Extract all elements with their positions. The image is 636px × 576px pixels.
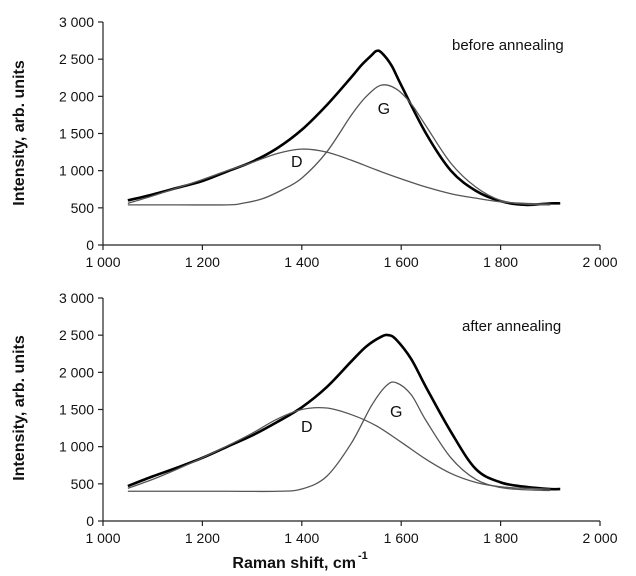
x-tick-label: 1 600 xyxy=(384,254,419,270)
y-axis-label-top: Intensity, arb. units xyxy=(11,60,28,206)
x-axis-label: Raman shift, cm xyxy=(232,555,356,572)
y-tick-label: 2 000 xyxy=(59,88,94,104)
x-tick-label: 1 000 xyxy=(85,530,120,546)
y-tick-label: 500 xyxy=(71,476,95,492)
measured-spectrum-line xyxy=(127,49,561,207)
x-tick-label: 1 400 xyxy=(284,254,319,270)
peak-label-g: G xyxy=(390,404,402,421)
y-tick-label: 3 000 xyxy=(59,290,94,306)
panel-after-annealing: 0 500 1 000 1 500 2 000 2 500 3 000 1 000 1 200 1… xyxy=(59,290,618,546)
x-tick-label: 1 000 xyxy=(85,254,120,270)
x-tick-label: 1 800 xyxy=(483,530,518,546)
x-tick-label: 1 400 xyxy=(284,530,319,546)
x-axis-label-superscript: -1 xyxy=(358,550,368,562)
x-tick-label: 1 600 xyxy=(384,530,419,546)
x-tick-label: 1 800 xyxy=(483,254,518,270)
band-g-line xyxy=(127,381,551,493)
y-tick-label: 2 500 xyxy=(59,51,94,67)
band-g-line xyxy=(127,84,551,206)
x-tick-label: 2 000 xyxy=(582,254,617,270)
y-tick-label: 3 000 xyxy=(59,14,94,30)
x-tick-label: 1 200 xyxy=(185,530,220,546)
y-tick-label: 2 000 xyxy=(59,364,94,380)
panel-annotation: before annealing xyxy=(452,37,564,54)
y-tick-label: 1 000 xyxy=(59,439,94,455)
y-tick-label: 1 500 xyxy=(59,402,94,418)
peak-label-g: G xyxy=(378,101,390,118)
band-d-line xyxy=(127,406,551,490)
y-tick-label: 0 xyxy=(86,513,94,529)
peak-label-d: D xyxy=(291,154,303,171)
y-tick-label: 500 xyxy=(71,200,95,216)
y-tick-label: 0 xyxy=(86,237,94,253)
y-axis-label-bottom: Intensity, arb. units xyxy=(11,335,28,481)
peak-label-d: D xyxy=(301,419,313,436)
y-tick-label: 2 500 xyxy=(59,327,94,343)
x-tick-label: 2 000 xyxy=(582,530,617,546)
panel-before-annealing: 0 500 1 000 1 500 2 000 2 500 3 000 1 000 1 200 1… xyxy=(59,14,618,270)
y-tick-label: 1 500 xyxy=(59,126,94,142)
figure-labels: Intensity, arb. units Intensity, arb. un… xyxy=(11,60,368,572)
panel-annotation: after annealing xyxy=(462,318,561,335)
x-tick-label: 1 200 xyxy=(185,254,220,270)
band-d-line xyxy=(127,148,551,205)
y-tick-label: 1 000 xyxy=(59,163,94,179)
